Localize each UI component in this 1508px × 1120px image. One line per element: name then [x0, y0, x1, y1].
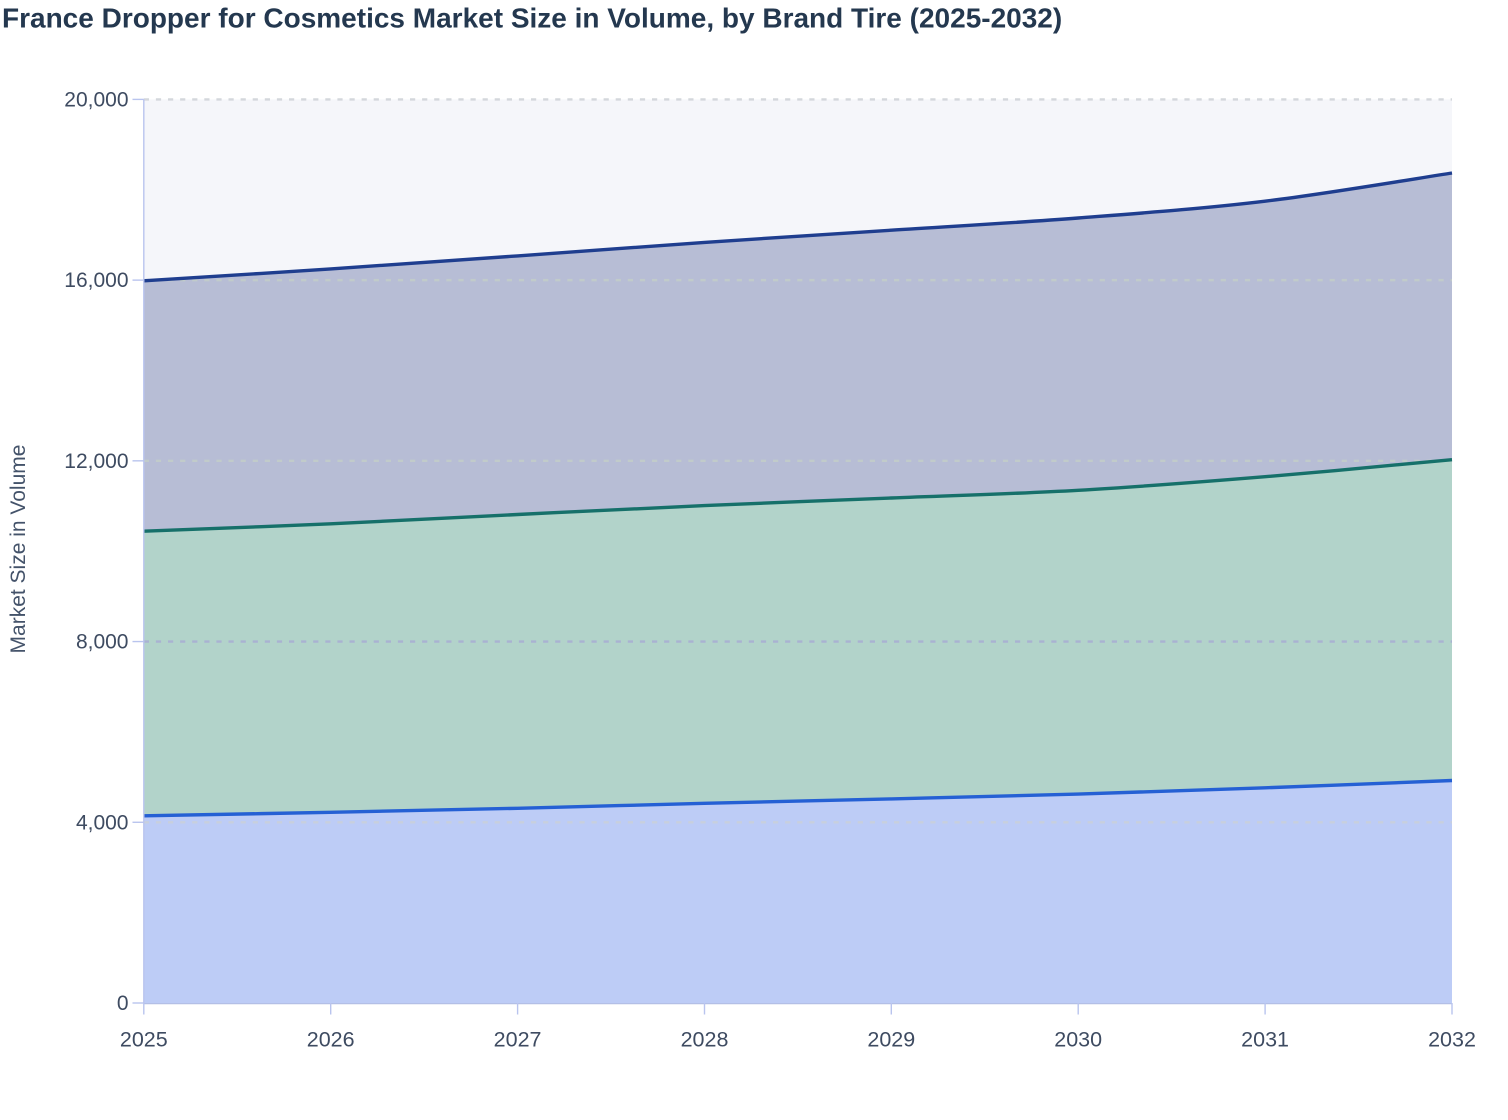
svg-text:2032: 2032	[1428, 1028, 1476, 1052]
svg-text:4,000: 4,000	[76, 811, 129, 834]
svg-text:0: 0	[117, 992, 129, 1015]
svg-text:2027: 2027	[494, 1028, 542, 1052]
svg-text:France Dropper for Cosmetics M: France Dropper for Cosmetics Market Size…	[2, 3, 1062, 34]
svg-text:2028: 2028	[681, 1028, 729, 1052]
svg-text:16,000: 16,000	[64, 269, 128, 292]
svg-text:2031: 2031	[1241, 1028, 1289, 1052]
svg-text:2030: 2030	[1054, 1028, 1102, 1052]
svg-text:8,000: 8,000	[76, 631, 129, 654]
svg-text:20,000: 20,000	[64, 88, 128, 111]
svg-text:Market Size in Volume: Market Size in Volume	[7, 445, 30, 654]
svg-text:12,000: 12,000	[64, 450, 128, 473]
svg-text:2025: 2025	[120, 1028, 168, 1052]
svg-text:2026: 2026	[307, 1028, 355, 1052]
svg-text:2029: 2029	[867, 1028, 915, 1052]
